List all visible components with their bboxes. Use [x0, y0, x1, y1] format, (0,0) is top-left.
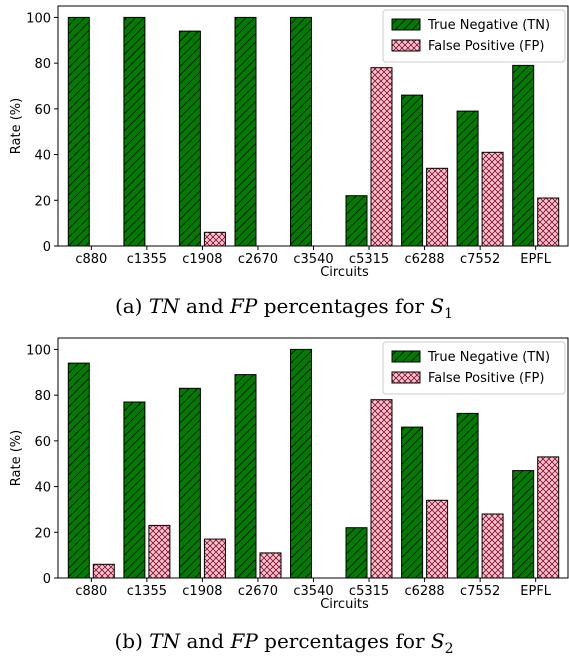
fp-bar-c880 — [92, 563, 115, 579]
x-tick-label: c3540 — [293, 252, 333, 267]
x-tick-label: EPFL — [520, 252, 552, 267]
y-tick-label: 20 — [34, 526, 51, 541]
x-tick-label: c880 — [75, 252, 107, 267]
legend-box — [382, 9, 566, 63]
legend-label-1: False Positive (FP) — [428, 39, 544, 54]
tn-bar-c1355 — [123, 401, 146, 579]
y-tick-label: 40 — [34, 481, 51, 496]
tn-bar-c5315 — [345, 195, 368, 247]
legend-label-1: False Positive (FP) — [428, 371, 544, 386]
legend-label-0: True Negative (TN) — [427, 18, 550, 33]
x-tick-label: c2670 — [238, 584, 278, 599]
tn-bar-c6288 — [401, 426, 424, 579]
tn-bar-c1355 — [123, 16, 146, 247]
x-tick-label: c2670 — [238, 252, 278, 267]
legend-swatch-0 — [391, 350, 421, 363]
chart-s1: c880 c1355 c1908 c2670 c3540 c5315 c6288 c7552 E… — [9, 5, 569, 280]
y-tick-label: 60 — [34, 435, 51, 450]
legend-box — [382, 341, 566, 395]
caption-a: (a) TN and FP percentages for S1 — [115, 294, 453, 322]
tn-bar-c3540 — [290, 16, 312, 247]
fp-bar-c5315 — [370, 399, 393, 579]
caption-b: (b) TN and FP percentages for S2 — [115, 629, 454, 657]
x-tick-label: c6288 — [404, 584, 444, 599]
fp-bar-c6288 — [426, 167, 449, 247]
tn-bar-c2670 — [234, 16, 257, 247]
x-tick-label: c1355 — [127, 252, 167, 267]
x-tick-label: c7552 — [460, 584, 500, 599]
y-tick-label: 100 — [26, 11, 51, 26]
fp-bar-EPFL — [537, 197, 560, 247]
x-tick-label: EPFL — [520, 584, 552, 599]
tn-bar-c1908 — [178, 30, 201, 247]
legend-swatch-1 — [391, 39, 421, 52]
tn-bar-c1908 — [178, 387, 201, 579]
fp-bar-EPFL — [537, 456, 560, 579]
tn-bar-EPFL — [512, 64, 535, 247]
y-tick-label: 60 — [34, 103, 51, 118]
x-axis-label: Circuits — [320, 597, 369, 612]
x-tick-label: c1908 — [182, 584, 222, 599]
fp-bar-c1355 — [148, 524, 171, 579]
tn-bar-c5315 — [345, 527, 368, 579]
x-tick-label: c1908 — [182, 252, 222, 267]
legend-label-0: True Negative (TN) — [427, 350, 550, 365]
x-tick-label: c7552 — [460, 252, 500, 267]
fp-bar-c6288 — [426, 499, 449, 579]
tn-bar-c6288 — [401, 94, 424, 247]
legend-swatch-1 — [391, 371, 421, 384]
tn-bar-c7552 — [456, 412, 479, 579]
fp-bar-c5315 — [370, 67, 393, 247]
x-axis-label: Circuits — [320, 265, 369, 280]
y-tick-label: 40 — [34, 149, 51, 164]
x-tick-label: c1355 — [127, 584, 167, 599]
x-tick-label: c3540 — [293, 584, 333, 599]
chart-s2: c880 c1355 c1908 c2670 c3540 c5315 c6288 c7552 E… — [9, 337, 569, 612]
tn-bar-EPFL — [512, 470, 535, 579]
x-tick-label: c6288 — [404, 252, 444, 267]
fp-bar-c1908 — [203, 538, 226, 579]
fp-bar-c7552 — [481, 513, 504, 579]
tn-bar-c2670 — [234, 374, 257, 579]
y-axis-label: Rate (%) — [9, 98, 24, 154]
x-tick-label: c5315 — [349, 584, 389, 599]
y-tick-label: 100 — [26, 343, 51, 358]
x-tick-label: c5315 — [349, 252, 389, 267]
y-tick-label: 0 — [43, 572, 51, 587]
x-tick-label: c880 — [75, 584, 107, 599]
tn-bar-c880 — [67, 362, 90, 579]
tn-bar-c3540 — [290, 348, 312, 579]
y-tick-label: 20 — [34, 194, 51, 209]
legend-swatch-0 — [391, 18, 421, 31]
y-axis-label: Rate (%) — [9, 430, 24, 486]
fp-bar-c2670 — [259, 552, 282, 579]
y-tick-label: 80 — [34, 389, 51, 404]
fp-bar-c7552 — [481, 151, 504, 247]
tn-bar-c880 — [67, 16, 90, 247]
y-tick-label: 0 — [43, 240, 51, 255]
fp-bar-c1908 — [203, 231, 226, 247]
tn-bar-c7552 — [456, 110, 479, 247]
y-tick-label: 80 — [34, 57, 51, 72]
